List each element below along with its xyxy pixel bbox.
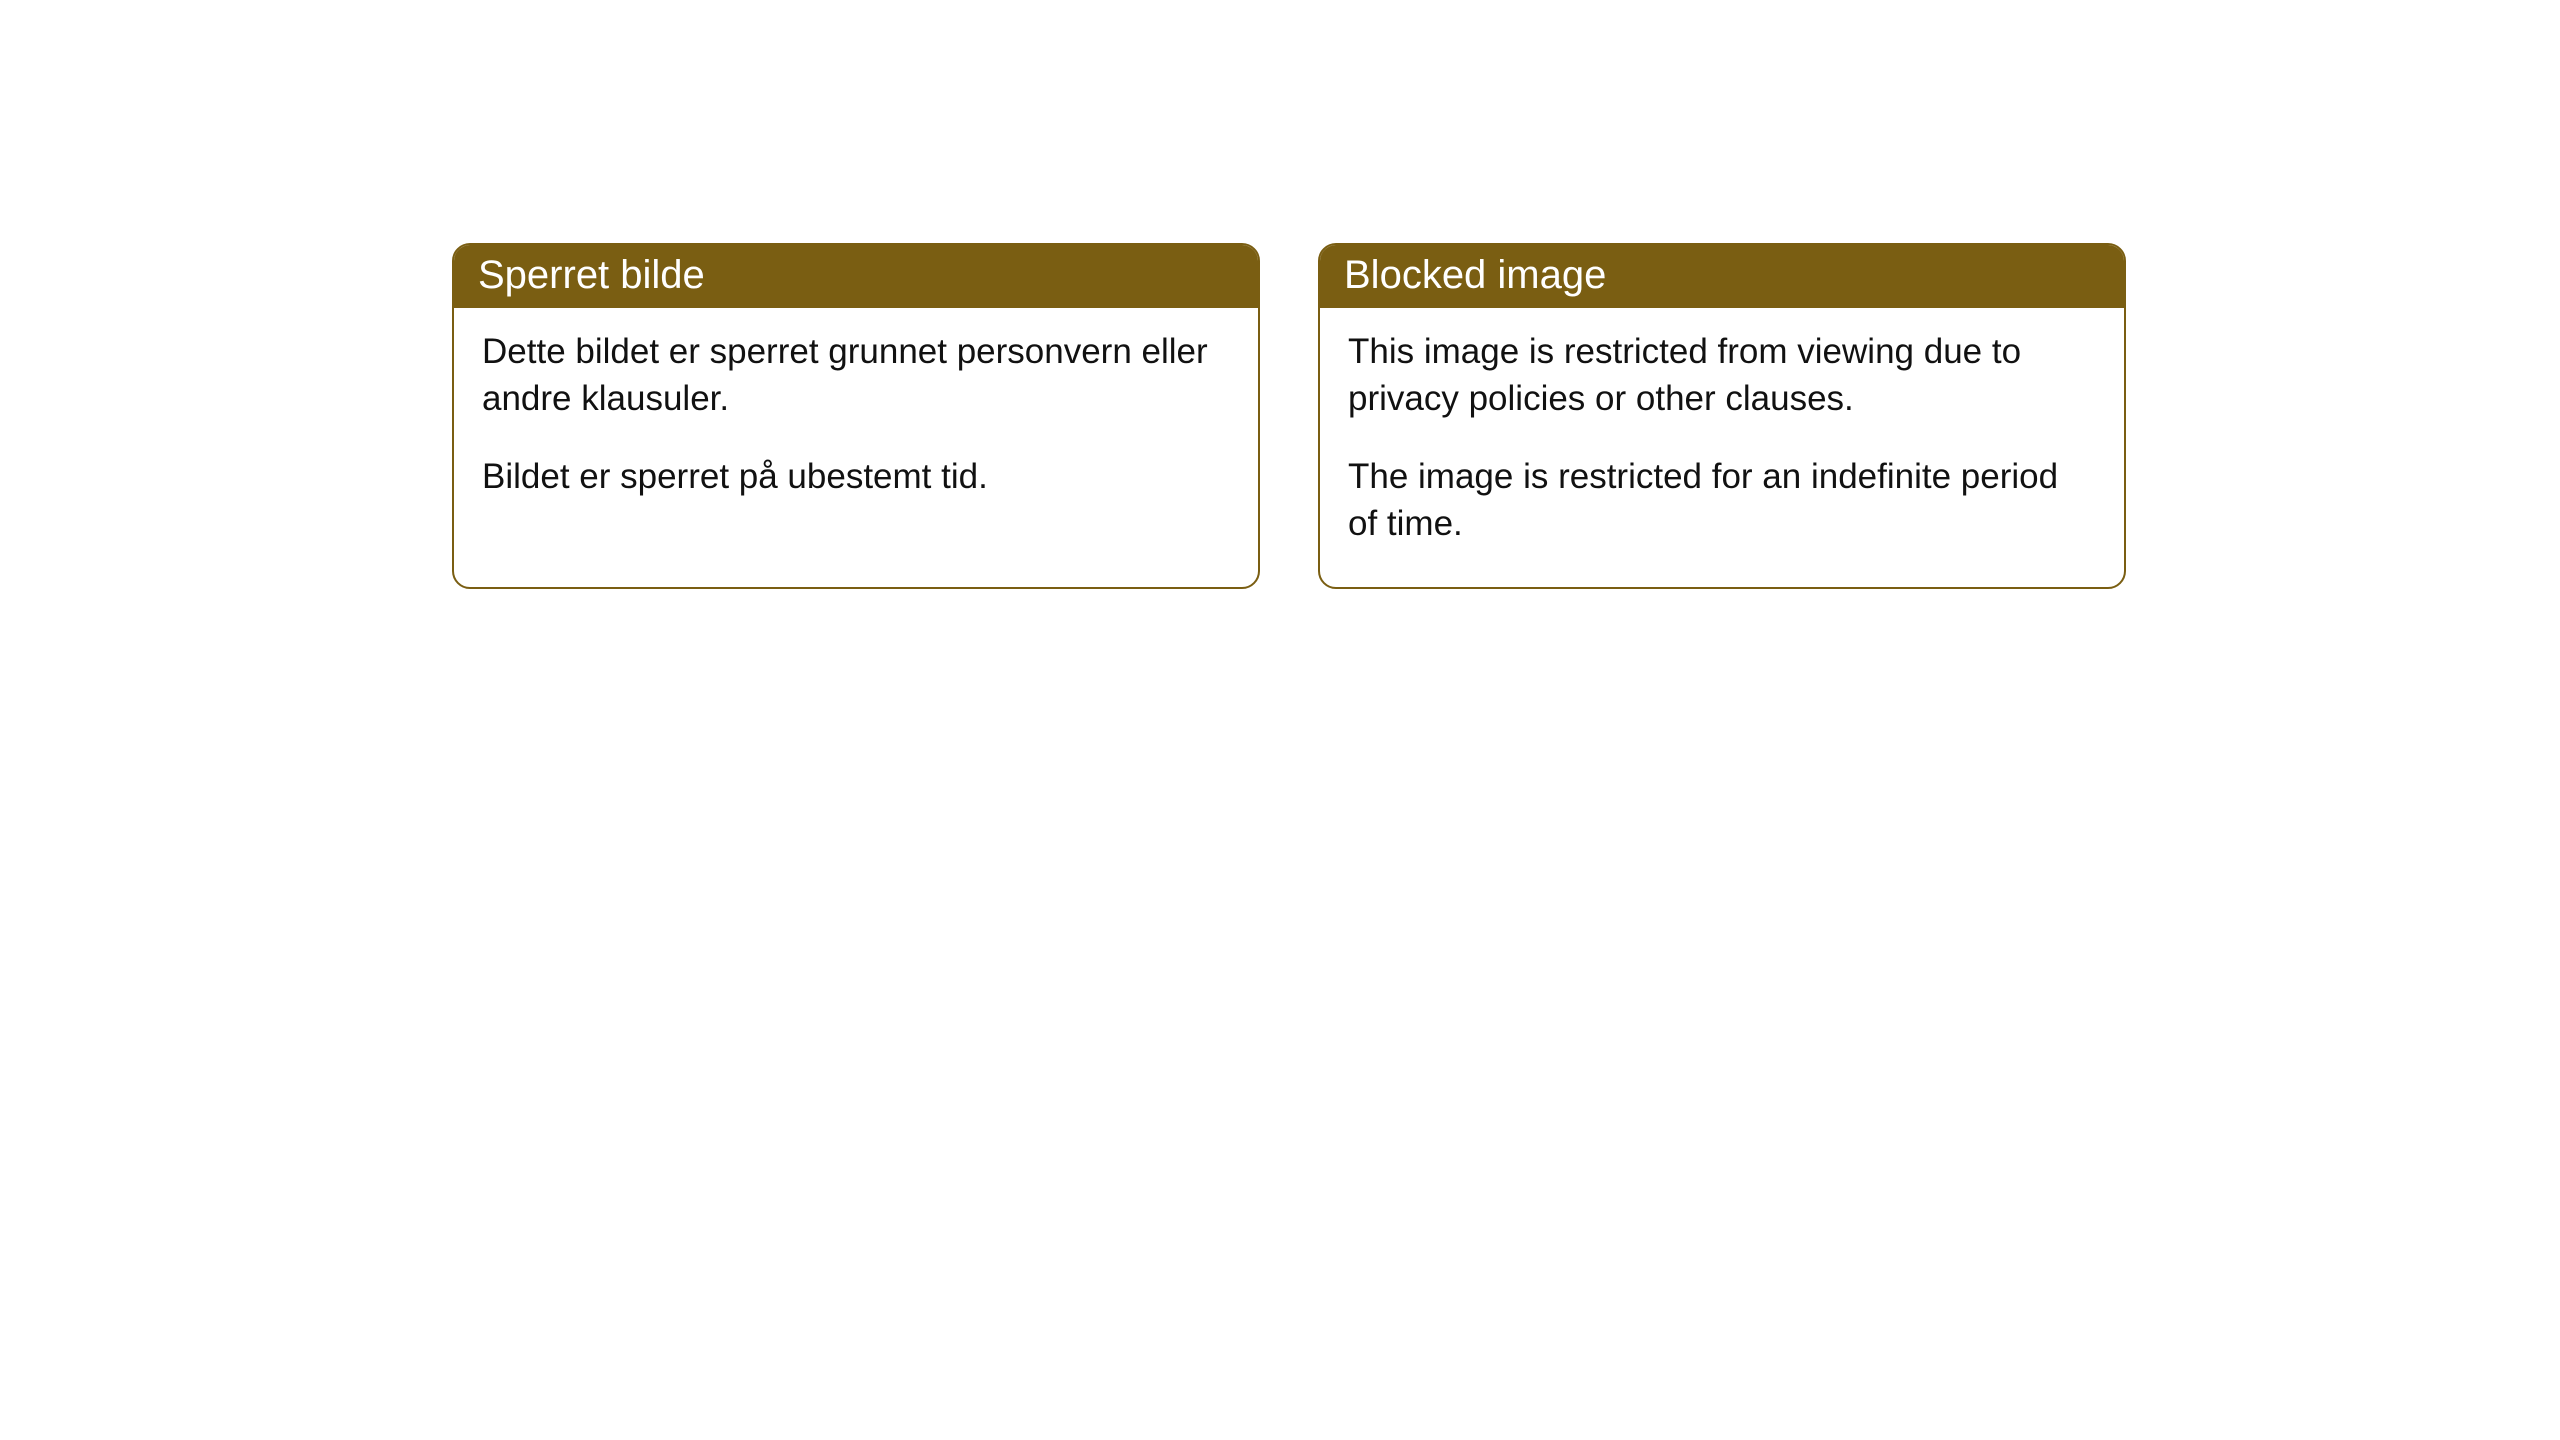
- card-paragraph-no-2: Bildet er sperret på ubestemt tid.: [482, 453, 1230, 500]
- card-title-en: Blocked image: [1320, 245, 2124, 308]
- blocked-image-card-en: Blocked image This image is restricted f…: [1318, 243, 2126, 589]
- card-body-en: This image is restricted from viewing du…: [1320, 308, 2124, 587]
- cards-container: Sperret bilde Dette bildet er sperret gr…: [0, 0, 2560, 589]
- card-paragraph-en-1: This image is restricted from viewing du…: [1348, 328, 2096, 423]
- card-paragraph-en-2: The image is restricted for an indefinit…: [1348, 453, 2096, 548]
- blocked-image-card-no: Sperret bilde Dette bildet er sperret gr…: [452, 243, 1260, 589]
- card-paragraph-no-1: Dette bildet er sperret grunnet personve…: [482, 328, 1230, 423]
- card-title-no: Sperret bilde: [454, 245, 1258, 308]
- card-body-no: Dette bildet er sperret grunnet personve…: [454, 308, 1258, 540]
